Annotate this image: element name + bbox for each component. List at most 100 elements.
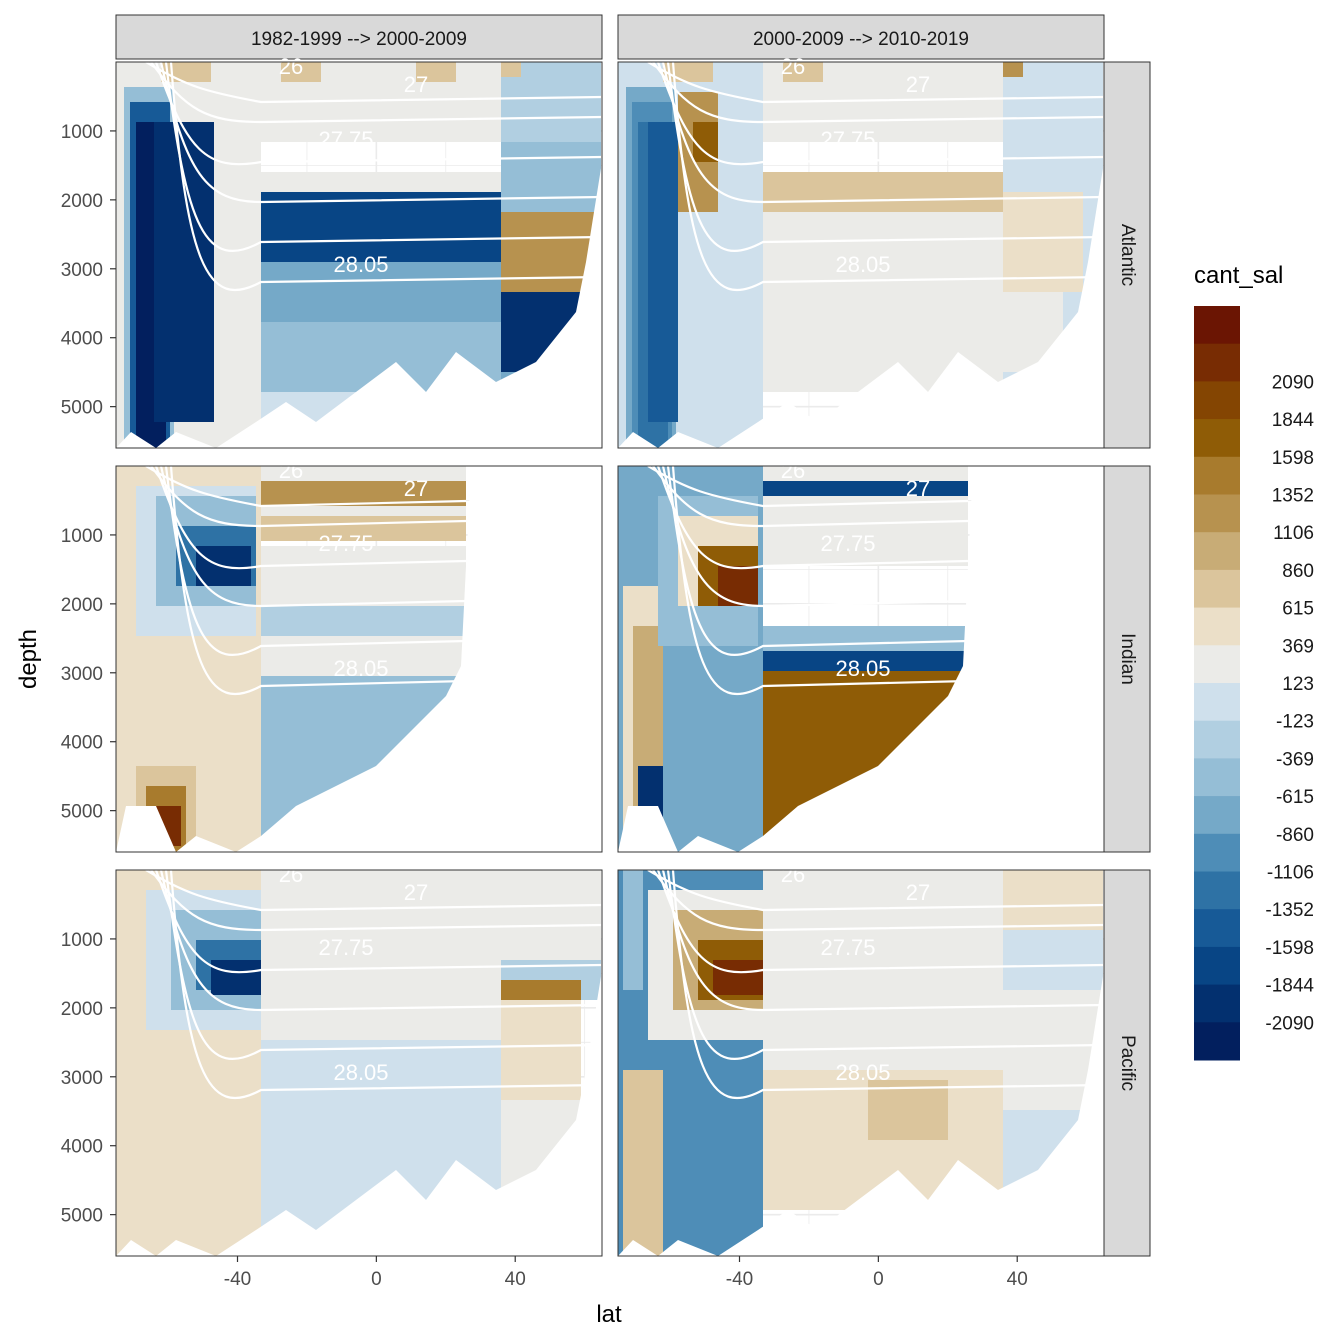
seafloor-mask — [116, 162, 602, 448]
facet-row-2-label: Indian — [1117, 633, 1138, 685]
field-cell — [713, 960, 763, 995]
isopycnal-label: 28.05 — [835, 252, 890, 277]
isopycnal-contours — [145, 466, 467, 696]
y-tick-label: 3000 — [61, 260, 103, 281]
field-cell — [261, 516, 466, 541]
isopycnal-line — [666, 870, 1104, 1060]
legend-key — [1194, 419, 1240, 458]
facet-strip-row-3: Pacific — [1103, 869, 1151, 1257]
isopycnal-contours — [145, 870, 602, 1100]
legend-break-label: 369 — [1282, 636, 1314, 657]
isopycnal-line — [164, 870, 602, 1060]
legend-break-label: -2090 — [1265, 1013, 1314, 1034]
legend-break-label: 1598 — [1272, 448, 1314, 469]
legend-break-label: -615 — [1276, 787, 1314, 808]
isopycnal-line — [150, 62, 602, 124]
field-cell — [501, 1000, 581, 1100]
isopycnal-label: 27 — [906, 476, 930, 501]
isopycnal-line — [647, 466, 969, 508]
isopycnal-line — [666, 62, 1104, 252]
field-cell — [763, 481, 968, 496]
facet-row-1-label: Atlantic — [1117, 224, 1138, 286]
seafloor-mask — [116, 466, 602, 852]
legend-break-label: 615 — [1282, 599, 1314, 620]
isopycnal-label: 28.05 — [835, 1060, 890, 1085]
legend-keys — [1194, 306, 1240, 1061]
y-tick-label: 2000 — [61, 999, 103, 1020]
isopycnal-line — [169, 466, 467, 696]
panel-border — [115, 465, 603, 853]
isopycnal-contours — [647, 466, 969, 696]
isopycnal-label: 26 — [279, 54, 303, 79]
panel-atlantic-col1: 26 27 27.75 28.05 — [115, 54, 603, 449]
legend-key — [1194, 381, 1240, 420]
legend-key — [1194, 456, 1240, 495]
isopycnal-label: 27 — [906, 880, 930, 905]
isopycnal-line — [150, 870, 602, 932]
y-tick-label: 4000 — [61, 733, 103, 754]
legend-key — [1194, 720, 1240, 759]
panel-indian-col1: 26 27 27.75 28.05 — [115, 458, 603, 853]
isopycnal-label: 27.75 — [318, 935, 373, 960]
isopycnal-line — [647, 62, 1104, 104]
y-tick-label: 4000 — [61, 1137, 103, 1158]
isopycnal-label: 27 — [404, 476, 428, 501]
isopycnal-label: 26 — [279, 458, 303, 483]
legend-key — [1194, 833, 1240, 872]
y-tick-label: 5000 — [61, 1206, 103, 1227]
panel-border — [115, 869, 603, 1257]
legend-break-label: -1844 — [1265, 976, 1314, 997]
y-tick-label: 2000 — [61, 595, 103, 616]
isopycnal-line — [666, 466, 969, 656]
legend-key — [1194, 871, 1240, 910]
y-tick-label: 5000 — [61, 398, 103, 419]
isopycnal-line — [169, 870, 602, 1100]
field-cell — [416, 62, 456, 82]
y-tick-label: 5000 — [61, 802, 103, 823]
isopycnal-label: 27.75 — [820, 935, 875, 960]
legend-key — [1194, 532, 1240, 571]
isopycnal-label: 28.05 — [835, 656, 890, 681]
seafloor-mask — [618, 162, 1104, 448]
y-tick-label: 2000 — [61, 191, 103, 212]
isopycnal-line — [671, 870, 1104, 1100]
isopycnal-label: 26 — [781, 458, 805, 483]
y-tick-label: 1000 — [61, 930, 103, 951]
legend-break-label: 1106 — [1273, 523, 1314, 544]
legend-break-label: -860 — [1276, 825, 1314, 846]
legend-break-label: 123 — [1282, 674, 1314, 695]
legend-key — [1194, 946, 1240, 986]
legend-key — [1194, 306, 1240, 345]
field-cell — [623, 870, 643, 990]
legend-key — [1194, 569, 1240, 609]
field-cell — [648, 122, 678, 422]
field-cell — [1003, 930, 1103, 990]
y-axis-title: depth — [15, 629, 42, 689]
legend-key — [1194, 683, 1240, 722]
isopycnal-contours — [647, 62, 1104, 292]
isopycnal-label: 28.05 — [333, 656, 388, 681]
isopycnal-line — [647, 870, 1104, 912]
panel-border — [115, 61, 603, 449]
isopycnal-label: 26 — [279, 862, 303, 887]
isopycnal-line — [145, 466, 467, 508]
x-axis-title: lat — [596, 1301, 622, 1328]
x-tick-label: 40 — [1007, 1269, 1028, 1290]
x-tick-label: 40 — [505, 1269, 526, 1290]
legend-key — [1194, 909, 1240, 948]
panel-border — [617, 61, 1105, 449]
panel-field — [116, 870, 602, 1256]
legend-key — [1194, 984, 1240, 1023]
isopycnal-line — [671, 466, 969, 696]
legend-key — [1194, 796, 1240, 835]
isopycnal-line — [164, 466, 467, 656]
seafloor-mask — [618, 466, 1104, 852]
y-tick-label: 4000 — [61, 329, 103, 350]
field-cell — [693, 122, 718, 162]
isopycnal-label: 27.75 — [820, 531, 875, 556]
field-cell — [763, 172, 1003, 212]
isopycnal-label: 28.05 — [333, 252, 388, 277]
legend-break-label: 860 — [1282, 561, 1314, 582]
field-cell — [281, 62, 321, 82]
